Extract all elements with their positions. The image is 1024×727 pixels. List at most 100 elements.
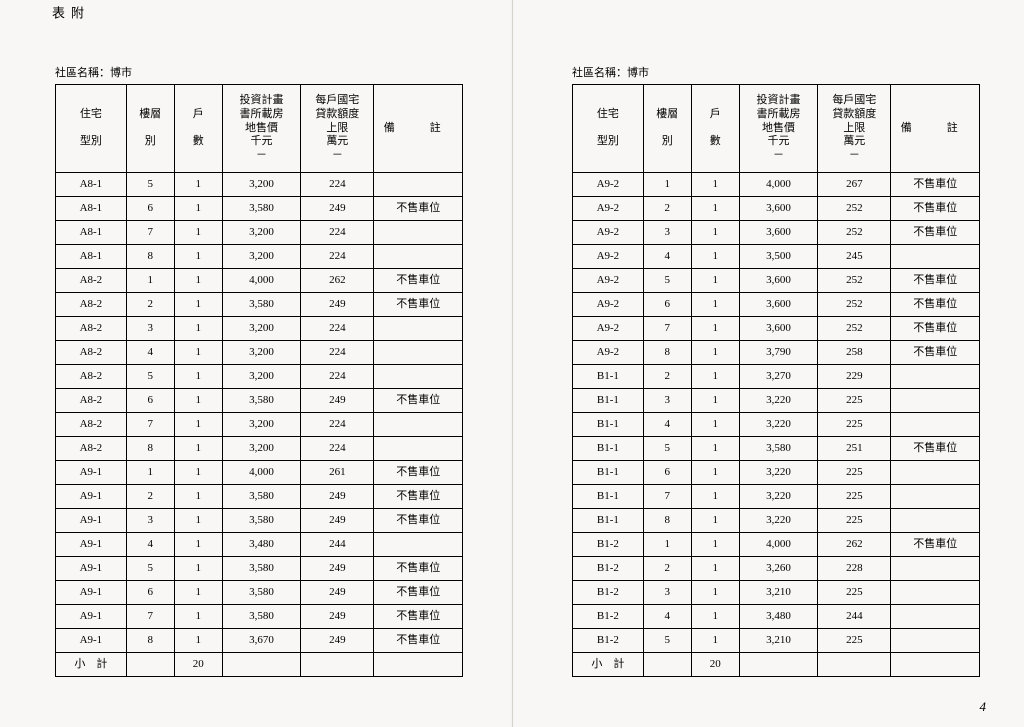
cell-price: 3,210 [739,581,817,605]
cell-floor: 5 [643,269,691,293]
table-row: B1-2213,260228 [573,557,980,581]
cell-units: 1 [691,197,739,221]
cell-units: 1 [174,413,222,437]
cell-loan: 249 [301,629,374,653]
table-row: A9-2613,600252不售車位 [573,293,980,317]
cell-type: B1-2 [573,605,644,629]
cell-units: 1 [174,605,222,629]
cell-type: A9-1 [56,605,127,629]
data-table-right: 住宅 型別 樓層 別 戶 數 投資計畫 書所載房 地售價 千元 － 每戶國宅 貸… [572,84,980,677]
cell-units: 1 [691,557,739,581]
cell-type: A8-1 [56,245,127,269]
cell-remark: 不售車位 [374,629,463,653]
cell-loan: 252 [818,317,891,341]
table-row: A8-1613,580249不售車位 [56,197,463,221]
cell-floor: 6 [643,461,691,485]
cell-remark [374,533,463,557]
table-row: A9-2313,600252不售車位 [573,221,980,245]
cell-type: B1-1 [573,461,644,485]
table-row: B1-1613,220225 [573,461,980,485]
cell-floor: 1 [126,461,174,485]
cell-units: 1 [174,221,222,245]
cell-units: 1 [174,509,222,533]
cell-type: B1-1 [573,437,644,461]
cell-units: 1 [691,293,739,317]
cell-floor: 7 [126,221,174,245]
cell-type: A8-2 [56,413,127,437]
cell-loan: 245 [818,245,891,269]
cell-loan: 244 [301,533,374,557]
cell-type: A9-2 [573,197,644,221]
cell-floor: 4 [643,245,691,269]
hdr-type: 住宅 型別 [573,85,644,173]
table-header-row: 住宅 型別 樓層 別 戶 數 投資計畫 書所載房 地售價 千元 － 每戶國宅 貸… [573,85,980,173]
cell-remark: 不售車位 [374,269,463,293]
cell-type: B1-2 [573,533,644,557]
cell-units: 1 [174,293,222,317]
table-row: A8-2413,200224 [56,341,463,365]
cell-units: 1 [691,269,739,293]
cell-units: 1 [691,173,739,197]
hdr-price: 投資計畫 書所載房 地售價 千元 － [739,85,817,173]
cell-type: A9-1 [56,485,127,509]
cell-price: 3,200 [222,317,300,341]
cell-price: 3,200 [222,221,300,245]
cell-price: 3,220 [739,413,817,437]
cell-floor: 5 [126,173,174,197]
cell-units: 1 [174,269,222,293]
cell-remark: 不售車位 [374,581,463,605]
cell-remark: 不售車位 [374,389,463,413]
cell-floor: 3 [126,509,174,533]
cell-loan: 225 [818,629,891,653]
subtotal-empty [374,653,463,677]
cell-type: A8-1 [56,173,127,197]
cell-units: 1 [691,509,739,533]
table-row: A8-2813,200224 [56,437,463,461]
cell-remark [891,605,980,629]
cell-units: 1 [691,605,739,629]
cell-remark: 不售車位 [891,269,980,293]
cell-remark: 不售車位 [891,317,980,341]
subtotal-empty [739,653,817,677]
cell-loan: 229 [818,365,891,389]
cell-price: 3,580 [222,293,300,317]
cell-remark: 不售車位 [891,221,980,245]
cell-loan: 249 [301,581,374,605]
hdr-price: 投資計畫 書所載房 地售價 千元 － [222,85,300,173]
cell-type: A9-2 [573,269,644,293]
cell-loan: 249 [301,509,374,533]
cell-units: 1 [691,581,739,605]
cell-remark: 不售車位 [374,509,463,533]
cell-floor: 1 [126,269,174,293]
cell-remark [374,245,463,269]
cell-price: 3,200 [222,413,300,437]
cell-floor: 5 [643,629,691,653]
cell-loan: 225 [818,581,891,605]
table-row: B1-1213,270229 [573,365,980,389]
cell-remark [891,581,980,605]
cell-floor: 8 [126,437,174,461]
table-row: A8-1713,200224 [56,221,463,245]
cell-floor: 7 [643,317,691,341]
cell-price: 3,500 [739,245,817,269]
cell-remark [891,413,980,437]
cell-units: 1 [174,485,222,509]
cell-type: B1-2 [573,581,644,605]
cell-units: 1 [691,485,739,509]
cell-loan: 258 [818,341,891,365]
left-page: 附 表 社區名稱：博市 住宅 型別 樓層 別 戶 數 投資計畫 書所載房 地售價… [0,0,512,727]
cell-remark: 不售車位 [891,293,980,317]
subtotal-floor [126,653,174,677]
cell-remark [891,485,980,509]
cell-units: 1 [174,437,222,461]
cell-type: B1-1 [573,509,644,533]
table-row: B1-1813,220225 [573,509,980,533]
table-row: A8-2613,580249不售車位 [56,389,463,413]
cell-units: 1 [691,365,739,389]
cell-units: 1 [691,437,739,461]
subtotal-row: 小 計20 [573,653,980,677]
cell-units: 1 [691,533,739,557]
cell-type: A8-2 [56,293,127,317]
table-row: A8-2513,200224 [56,365,463,389]
cell-type: A9-1 [56,581,127,605]
